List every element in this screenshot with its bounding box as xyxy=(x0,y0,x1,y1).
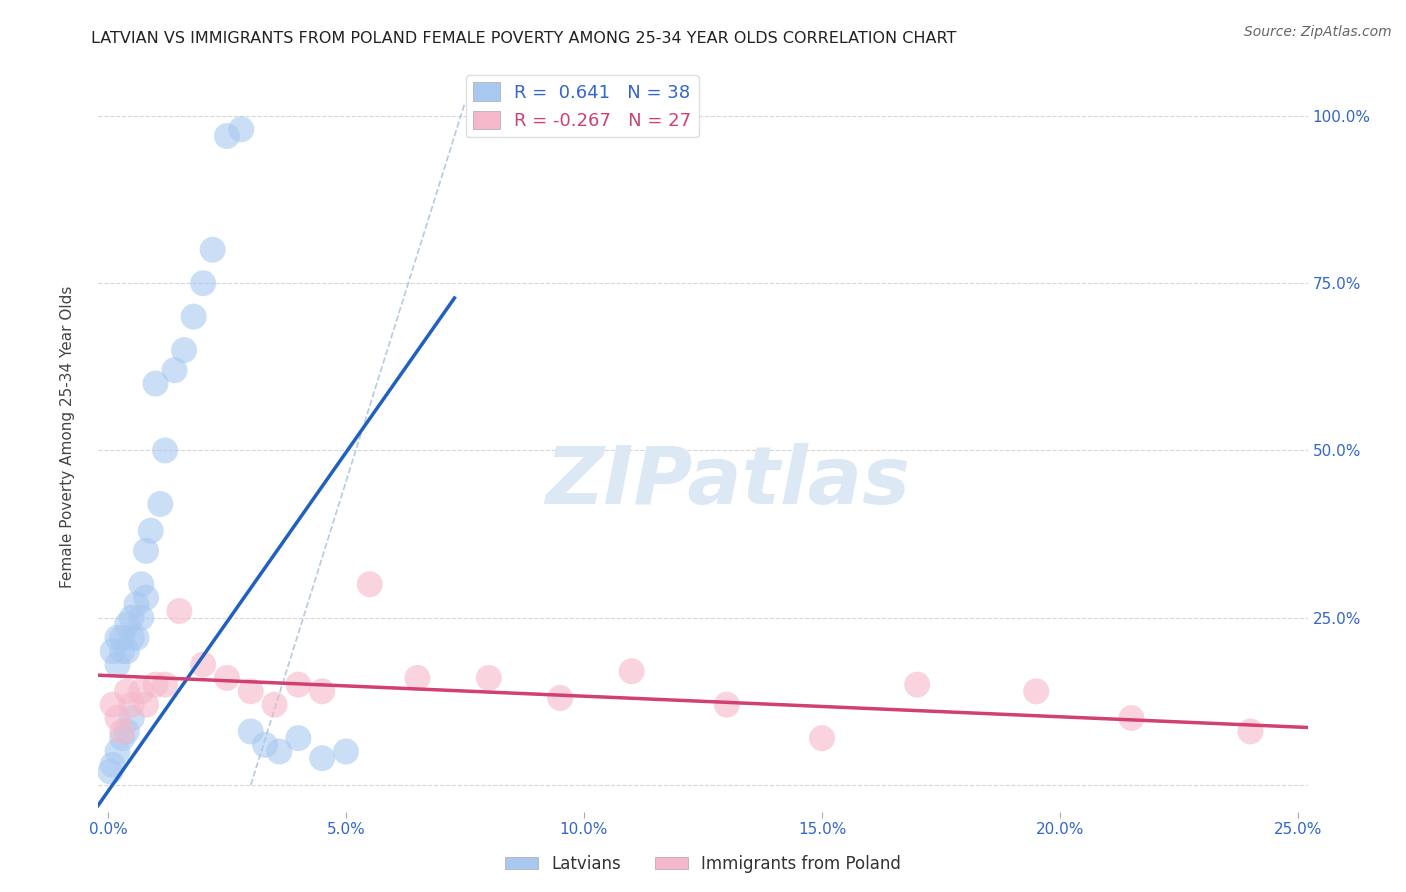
Immigrants from Poland xyxy=(311,684,333,698)
Immigrants from Poland xyxy=(215,671,238,685)
Latvians xyxy=(107,744,129,758)
Immigrants from Poland xyxy=(478,671,501,685)
Immigrants from Poland xyxy=(191,657,214,672)
Latvians xyxy=(201,243,224,257)
Latvians xyxy=(107,631,129,645)
Immigrants from Poland xyxy=(101,698,124,712)
Latvians xyxy=(111,631,134,645)
Latvians xyxy=(287,731,309,746)
Latvians xyxy=(191,277,214,291)
Latvians xyxy=(111,731,134,746)
Latvians xyxy=(173,343,195,358)
Y-axis label: Female Poverty Among 25-34 Year Olds: Female Poverty Among 25-34 Year Olds xyxy=(60,286,75,588)
Latvians xyxy=(129,611,152,625)
Immigrants from Poland xyxy=(1121,711,1143,725)
Latvians xyxy=(98,764,121,779)
Latvians xyxy=(135,544,157,558)
Latvians xyxy=(215,129,238,144)
Immigrants from Poland xyxy=(121,698,143,712)
Latvians xyxy=(115,724,138,739)
Latvians xyxy=(139,524,162,538)
Immigrants from Poland xyxy=(1239,724,1261,739)
Latvians xyxy=(135,591,157,605)
Immigrants from Poland xyxy=(1025,684,1047,698)
Immigrants from Poland xyxy=(263,698,285,712)
Latvians xyxy=(183,310,205,324)
Immigrants from Poland xyxy=(905,678,928,692)
Latvians xyxy=(101,644,124,658)
Latvians xyxy=(163,363,186,377)
Text: LATVIAN VS IMMIGRANTS FROM POLAND FEMALE POVERTY AMONG 25-34 YEAR OLDS CORRELATI: LATVIAN VS IMMIGRANTS FROM POLAND FEMALE… xyxy=(91,31,956,46)
Immigrants from Poland xyxy=(548,690,571,705)
Immigrants from Poland xyxy=(406,671,429,685)
Latvians xyxy=(335,744,357,758)
Immigrants from Poland xyxy=(287,678,309,692)
Immigrants from Poland xyxy=(115,684,138,698)
Latvians xyxy=(254,738,277,752)
Latvians xyxy=(101,758,124,772)
Immigrants from Poland xyxy=(129,684,152,698)
Text: ZIPatlas: ZIPatlas xyxy=(544,443,910,521)
Latvians xyxy=(121,631,143,645)
Latvians xyxy=(121,611,143,625)
Immigrants from Poland xyxy=(153,678,176,692)
Latvians xyxy=(311,751,333,765)
Immigrants from Poland xyxy=(359,577,381,591)
Latvians xyxy=(125,631,148,645)
Immigrants from Poland xyxy=(169,604,191,618)
Immigrants from Poland xyxy=(145,678,167,692)
Latvians xyxy=(121,711,143,725)
Latvians xyxy=(239,724,262,739)
Text: Source: ZipAtlas.com: Source: ZipAtlas.com xyxy=(1244,25,1392,39)
Latvians xyxy=(231,122,253,136)
Immigrants from Poland xyxy=(135,698,157,712)
Immigrants from Poland xyxy=(111,724,134,739)
Latvians xyxy=(149,497,172,511)
Latvians xyxy=(115,617,138,632)
Legend: R =  0.641   N = 38, R = -0.267   N = 27: R = 0.641 N = 38, R = -0.267 N = 27 xyxy=(465,75,699,137)
Immigrants from Poland xyxy=(811,731,834,746)
Immigrants from Poland xyxy=(620,664,643,679)
Latvians xyxy=(111,644,134,658)
Immigrants from Poland xyxy=(239,684,262,698)
Latvians xyxy=(145,376,167,391)
Latvians xyxy=(125,598,148,612)
Legend: Latvians, Immigrants from Poland: Latvians, Immigrants from Poland xyxy=(498,848,908,880)
Latvians xyxy=(129,577,152,591)
Latvians xyxy=(153,443,176,458)
Latvians xyxy=(269,744,291,758)
Immigrants from Poland xyxy=(716,698,738,712)
Latvians xyxy=(107,657,129,672)
Immigrants from Poland xyxy=(107,711,129,725)
Latvians xyxy=(115,644,138,658)
